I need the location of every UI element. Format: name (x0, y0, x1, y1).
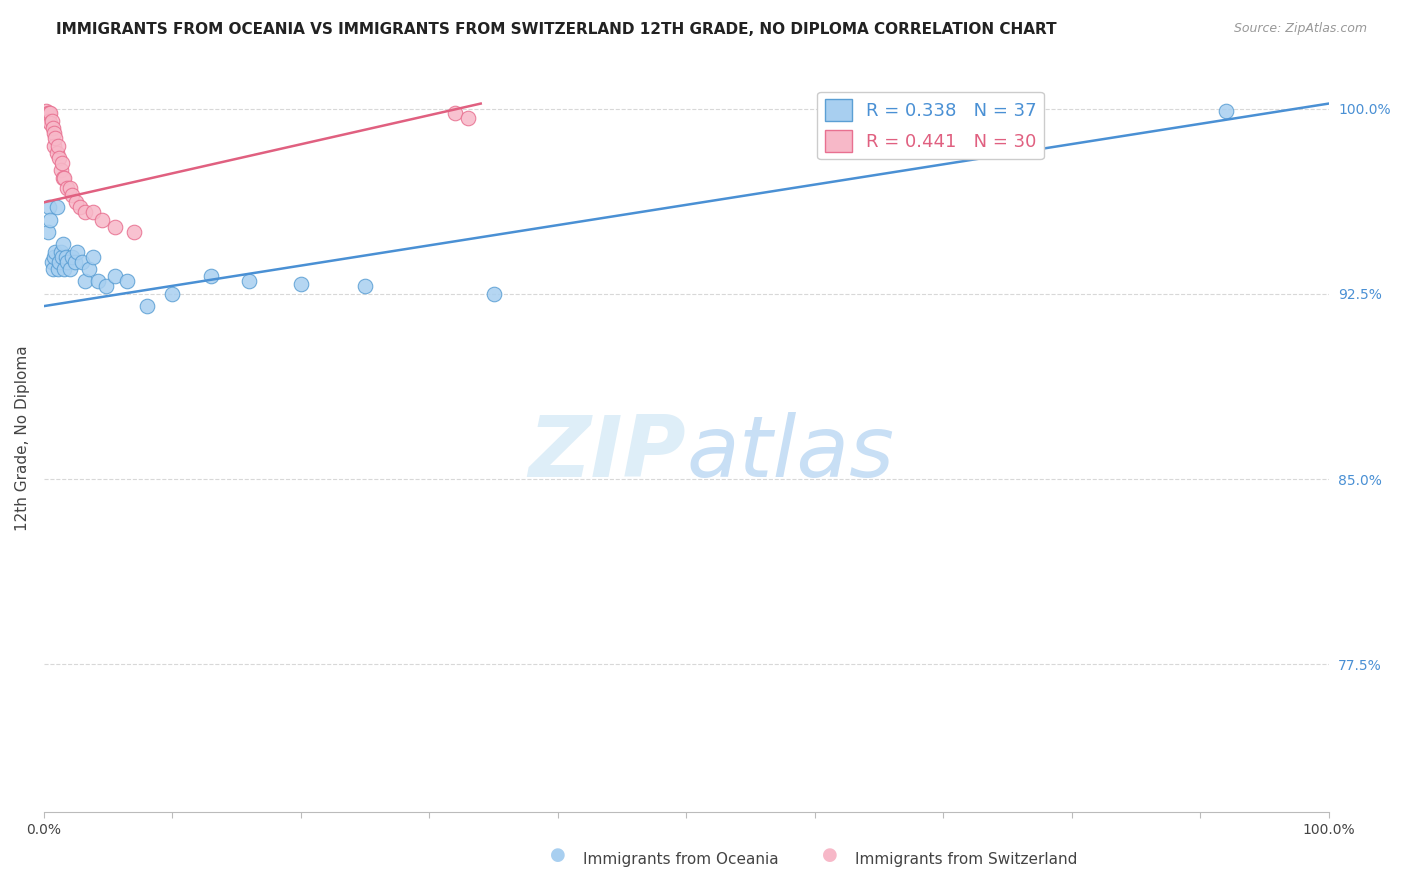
Point (49, 244, 72, 259)
Point (37, 225, 59, 239)
Point (82, 205, 104, 219)
Point (482, 286, 505, 301)
Point (117, 274, 139, 288)
Point (444, 106, 467, 120)
Point (94, 279, 117, 293)
Point (53, 170, 76, 185)
Text: ZIP: ZIP (529, 412, 686, 495)
Point (200, 269, 222, 284)
Point (103, 269, 125, 284)
Point (82, 250, 104, 264)
Point (52, 237, 75, 252)
Point (48, 254, 70, 268)
Point (42, 121, 65, 136)
Point (997, 106, 1019, 120)
Point (60, 250, 83, 264)
Point (69, 200, 91, 214)
Text: IMMIGRANTS FROM OCEANIA VS IMMIGRANTS FROM SWITZERLAND 12TH GRADE, NO DIPLOMA CO: IMMIGRANTS FROM OCEANIA VS IMMIGRANTS FR… (56, 22, 1057, 37)
Point (44, 126, 66, 140)
Point (49, 163, 72, 178)
Point (48, 151, 70, 165)
Point (90, 212, 112, 227)
Y-axis label: 12th Grade, No Diploma: 12th Grade, No Diploma (15, 345, 30, 531)
Point (87, 274, 110, 288)
Point (44, 250, 66, 264)
Point (103, 220, 125, 235)
Point (63, 254, 86, 268)
Text: ●: ● (821, 847, 838, 864)
Point (46, 138, 69, 153)
Point (1215, 103, 1237, 118)
Point (44, 131, 66, 145)
Point (42, 262, 65, 277)
Point (58, 262, 80, 277)
Point (41, 114, 63, 128)
Point (37, 106, 59, 120)
Point (51, 156, 73, 170)
Point (44, 138, 66, 153)
Point (51, 250, 73, 264)
Point (38, 200, 60, 214)
Point (122, 225, 145, 239)
Point (135, 299, 157, 313)
Point (60, 188, 83, 202)
Point (39, 116, 62, 130)
Text: Immigrants from Oceania: Immigrants from Oceania (583, 852, 779, 867)
Point (77, 262, 100, 277)
Point (65, 195, 87, 210)
Point (457, 112, 479, 126)
Point (46, 262, 69, 277)
Text: Source: ZipAtlas.com: Source: ZipAtlas.com (1233, 22, 1367, 36)
Text: atlas: atlas (686, 412, 894, 495)
Point (39, 212, 62, 227)
Point (45, 145, 67, 160)
Point (238, 274, 260, 288)
Point (39, 106, 62, 120)
Point (38, 106, 60, 120)
Point (52, 170, 75, 185)
Point (55, 250, 77, 264)
Point (73, 205, 96, 219)
Point (72, 254, 94, 268)
Point (56, 254, 79, 268)
Point (41, 254, 63, 268)
Point (56, 180, 79, 194)
Point (162, 286, 184, 301)
Point (66, 244, 89, 259)
Text: ●: ● (550, 847, 567, 864)
Point (290, 277, 312, 291)
Point (45, 200, 67, 214)
Point (73, 274, 96, 288)
Point (354, 279, 377, 293)
Text: Immigrants from Switzerland: Immigrants from Switzerland (855, 852, 1077, 867)
Point (38, 114, 60, 128)
Point (58, 180, 80, 194)
Point (44, 244, 66, 259)
Point (35, 103, 58, 118)
Legend: R = 0.338   N = 37, R = 0.441   N = 30: R = 0.338 N = 37, R = 0.441 N = 30 (817, 92, 1043, 160)
Point (53, 262, 76, 277)
